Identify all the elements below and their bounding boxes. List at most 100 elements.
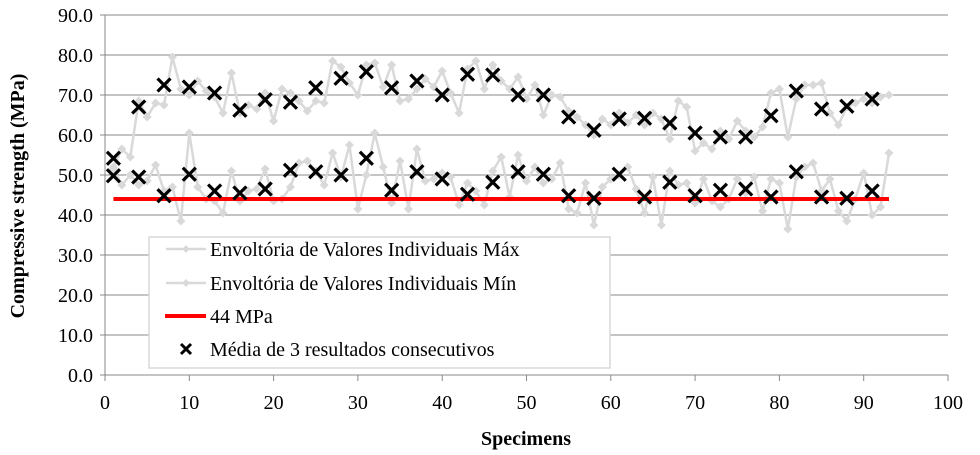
diamond-marker: [800, 162, 810, 172]
y-tick-label: 0.0: [68, 365, 93, 387]
diamond-marker: [285, 182, 295, 192]
diamond-marker: [412, 84, 422, 94]
diamond-marker: [513, 150, 523, 160]
x-tick-label: 70: [685, 392, 705, 414]
diamond-marker: [597, 114, 607, 124]
x-marker: [636, 189, 653, 205]
diamond-marker: [749, 172, 759, 182]
legend-item-44mpa: 44 MPa: [165, 306, 273, 328]
diamond-marker: [648, 108, 658, 118]
x-marker: [839, 98, 855, 114]
diamond-marker: [218, 208, 228, 218]
x-marker: [712, 182, 729, 198]
x-marker: [738, 181, 754, 197]
x-marker: [206, 85, 223, 101]
diamond-marker: [395, 96, 405, 106]
x-marker: [383, 80, 400, 96]
x-marker: [788, 164, 804, 180]
x-marker: [561, 188, 577, 204]
diamond-marker: [344, 78, 354, 88]
y-axis-tick-labels: 0.0 10.0 20.0 30.0 40.0 50.0 60.0 70.0 80.0 90.0: [58, 5, 93, 387]
series-1: [108, 128, 894, 234]
x-marker: [839, 190, 855, 206]
diamond-marker-icon: [182, 279, 190, 287]
y-tick-label: 10.0: [58, 325, 93, 347]
x-marker: [232, 102, 248, 118]
x-tick-label: 50: [517, 392, 537, 414]
diamond-marker: [673, 96, 683, 106]
diamond-marker: [260, 88, 270, 98]
diamond-marker: [699, 174, 709, 184]
diamond-marker: [151, 160, 161, 170]
x-marker: [282, 94, 299, 110]
x-marker: [459, 66, 476, 82]
diamond-marker: [285, 88, 295, 98]
x-marker: [485, 174, 501, 190]
diamond-marker: [682, 102, 692, 112]
diamond-marker: [640, 120, 650, 130]
diamond-marker: [378, 162, 388, 172]
diamond-marker: [538, 110, 548, 120]
legend-label-44mpa: 44 MPa: [210, 306, 273, 328]
diamond-marker: [564, 204, 574, 214]
diamond-marker: [294, 96, 304, 106]
y-tick-label: 90.0: [58, 5, 93, 27]
diamond-marker: [479, 84, 489, 94]
diamond-marker: [732, 174, 742, 184]
diamond-marker: [226, 68, 236, 78]
diamond-marker: [167, 52, 177, 62]
diamond-marker: [361, 170, 371, 180]
diamond-marker: [403, 94, 413, 104]
x-tick-label: 60: [601, 392, 621, 414]
diamond-marker: [479, 200, 489, 210]
x-marker: [586, 190, 602, 206]
diamond-marker: [184, 128, 194, 138]
y-axis-title: Compressive strength (MPa): [7, 74, 29, 319]
legend: Envoltória de Valores Individuais Máx En…: [148, 236, 611, 369]
diamond-marker: [471, 56, 481, 66]
x-marker: [156, 188, 172, 204]
plot-area: [105, 52, 894, 234]
diamond-marker: [277, 84, 287, 94]
diamond-marker: [378, 82, 388, 92]
y-tick-label: 40.0: [58, 205, 93, 227]
x-marker: [864, 183, 880, 199]
x-marker: [181, 166, 197, 182]
x-marker: [712, 129, 729, 145]
diamond-marker: [344, 140, 354, 150]
diamond-marker: [353, 90, 363, 100]
diamond-marker: [859, 94, 869, 104]
diamond-marker: [328, 56, 338, 66]
diamond-marker: [884, 90, 894, 100]
diamond-marker: [783, 132, 793, 142]
legend-label-media: Média de 3 resultados consecutivos: [210, 339, 495, 361]
diamond-marker: [361, 60, 371, 70]
diamond-marker: [774, 178, 784, 188]
legend-item-min: Envoltória de Valores Individuais Mín: [166, 273, 516, 295]
diamond-marker: [218, 108, 228, 118]
diamond-marker: [715, 202, 725, 212]
x-marker: [358, 64, 374, 80]
diamond-marker: [766, 174, 776, 184]
diamond-marker: [690, 146, 700, 156]
average-markers: [105, 150, 880, 206]
x-marker: [687, 188, 703, 204]
x-marker: [561, 109, 577, 125]
x-marker: [586, 122, 602, 138]
diamond-marker: [842, 216, 852, 226]
diamond-marker: [260, 164, 270, 174]
x-marker: [434, 171, 450, 187]
x-tick-label: 80: [769, 392, 789, 414]
x-marker: [510, 164, 526, 180]
legend-label-min: Envoltória de Valores Individuais Mín: [210, 273, 516, 295]
x-marker: [611, 111, 627, 127]
diamond-marker: [336, 62, 346, 72]
x-marker: [232, 185, 248, 201]
diamond-marker: [808, 158, 818, 168]
diamond-marker: [302, 106, 312, 116]
diamond-marker: [732, 116, 742, 126]
diamond-marker: [538, 178, 548, 188]
diamond-marker: [134, 180, 144, 190]
diamond-marker: [151, 98, 161, 108]
